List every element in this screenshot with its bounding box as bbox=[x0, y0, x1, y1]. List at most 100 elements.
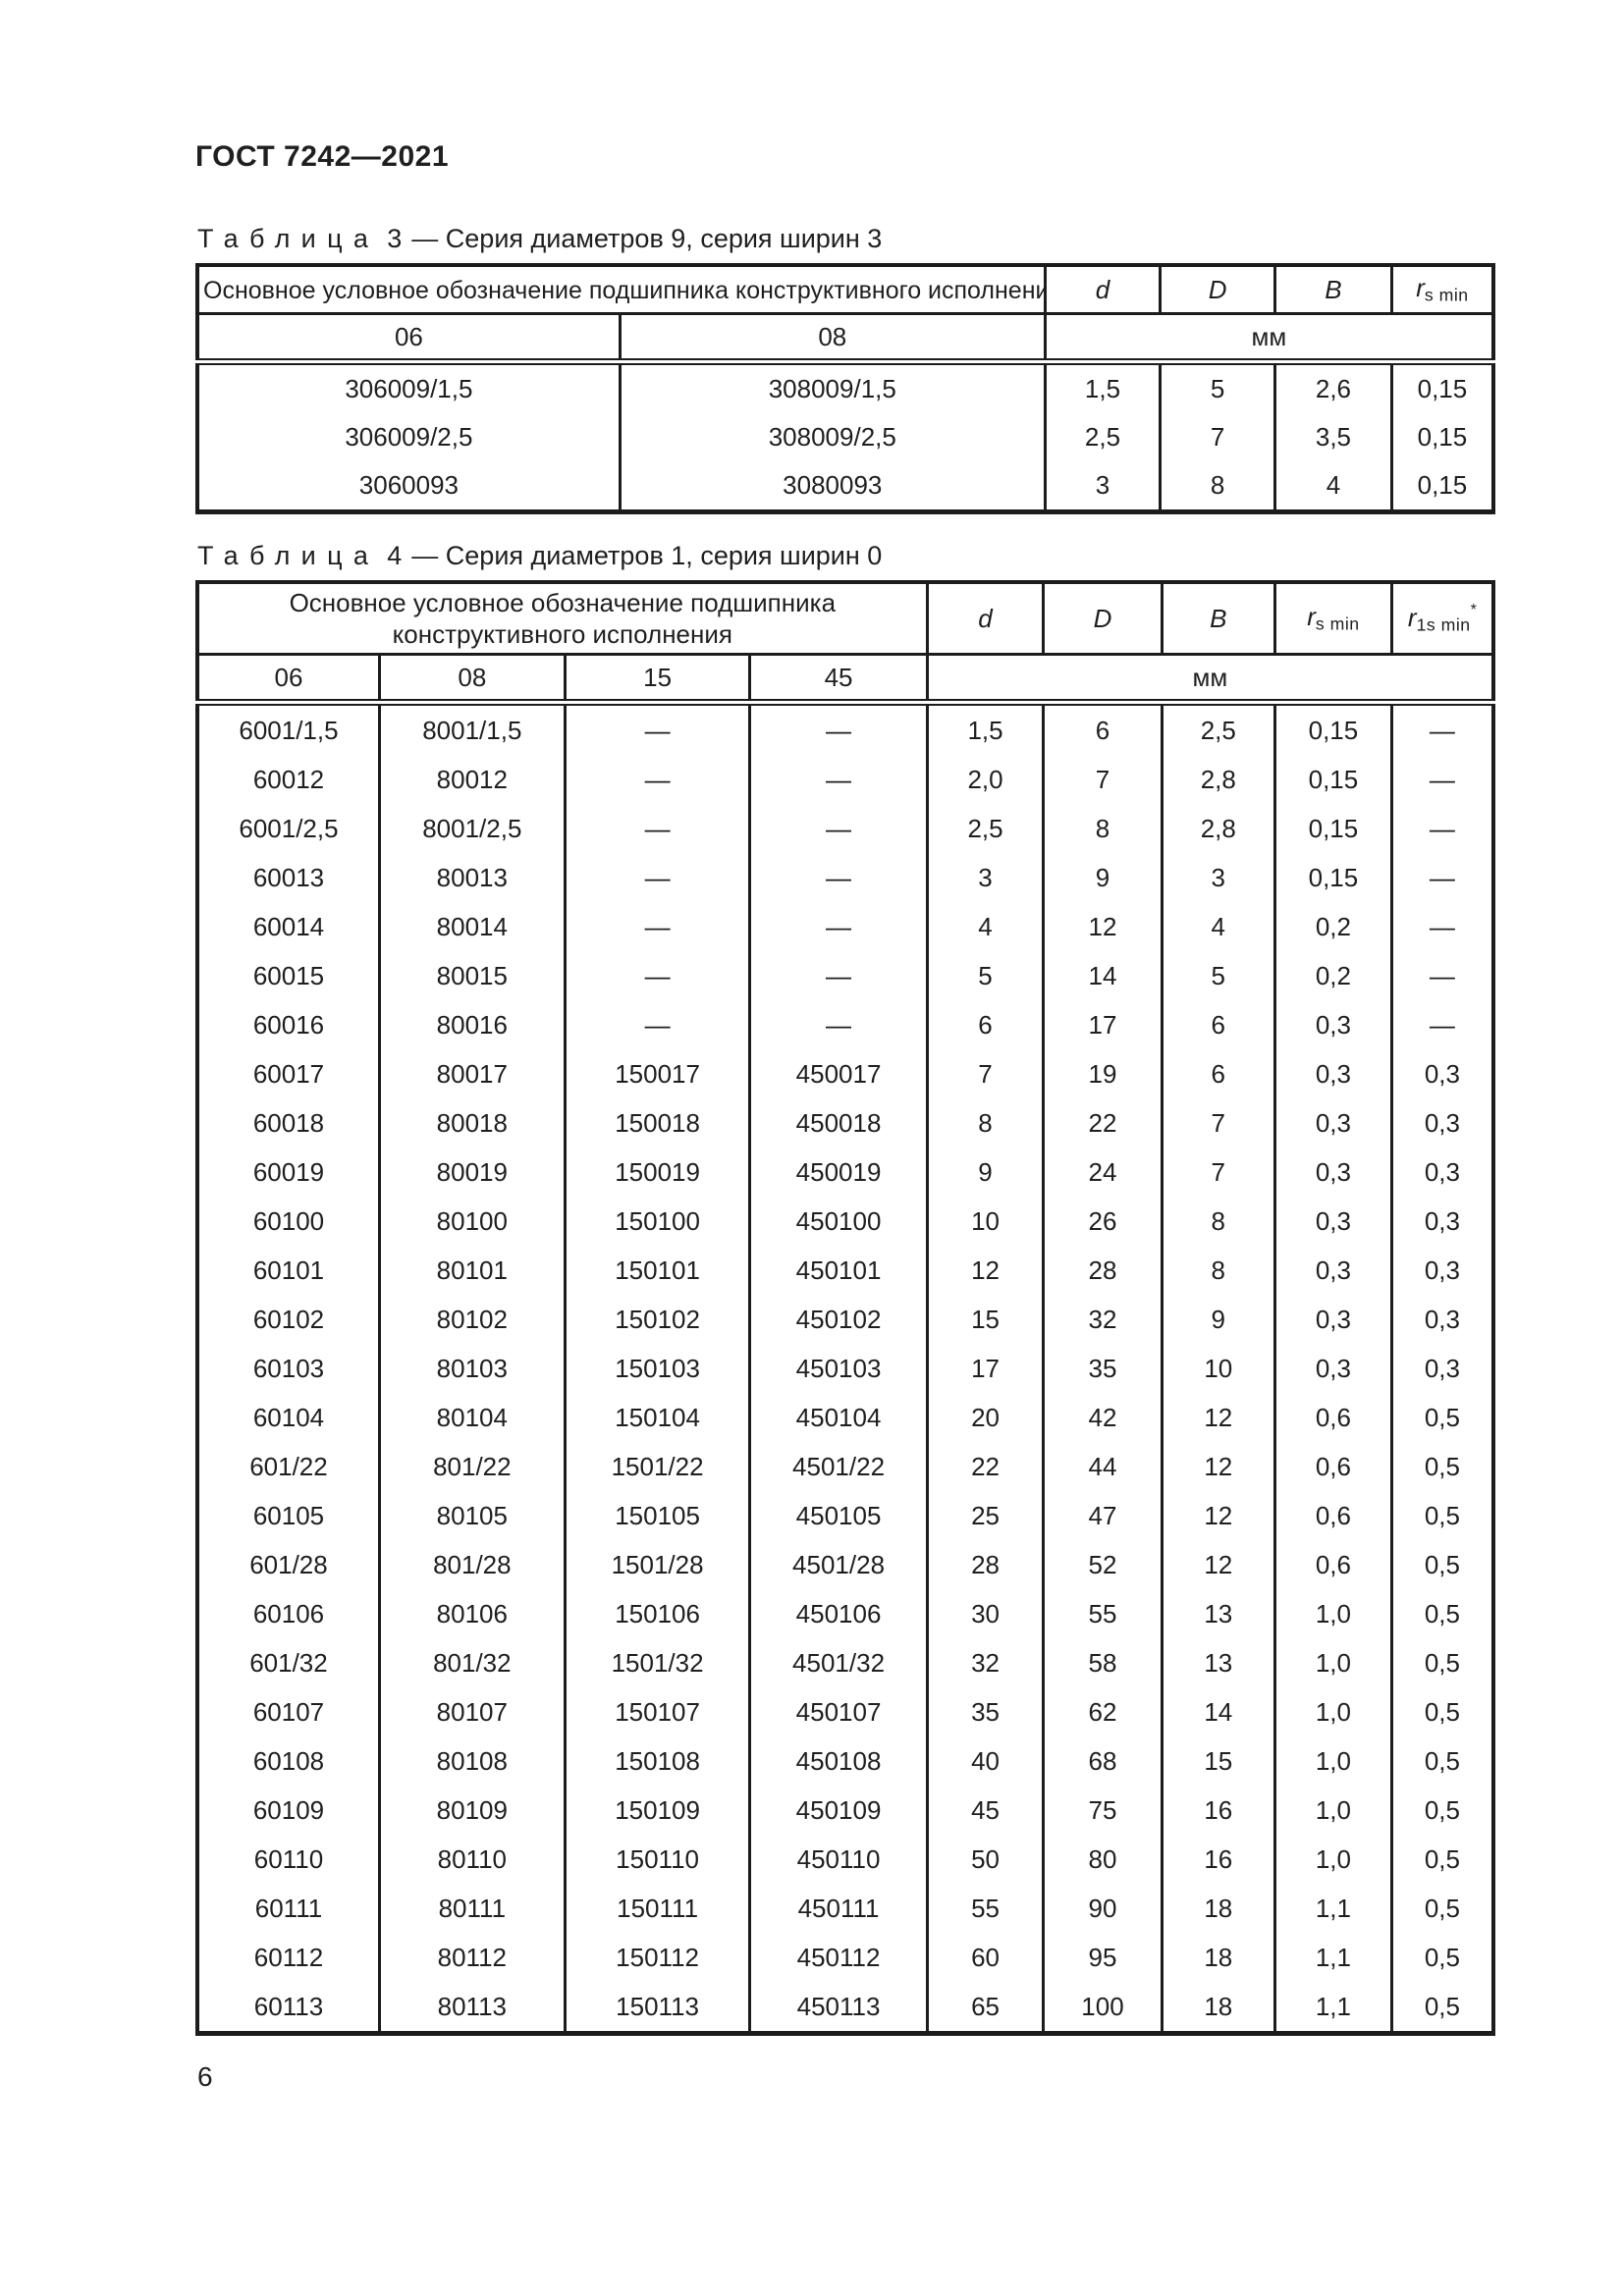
table-cell: 28 bbox=[1042, 1246, 1164, 1295]
table-cell: 60113 bbox=[195, 1982, 381, 2034]
table-cell: 450017 bbox=[748, 1049, 929, 1098]
table-row: 60018 80018 150018 450018 8 22 7 0,3 0,3 bbox=[195, 1098, 1495, 1148]
table-cell: 150018 bbox=[563, 1098, 752, 1148]
table-cell: — bbox=[563, 702, 752, 755]
table-row: 60013 80013— —3 9 3 0,15— bbox=[195, 853, 1495, 902]
table-cell: 60112 bbox=[195, 1933, 381, 1982]
table-cell: 90 bbox=[1042, 1884, 1164, 1933]
table-cell: 601/28 bbox=[195, 1540, 381, 1589]
table-cell: 450112 bbox=[748, 1933, 929, 1982]
table-cell: 60101 bbox=[195, 1246, 381, 1295]
table-cell: 55 bbox=[925, 1884, 1046, 1933]
table-cell: 80107 bbox=[377, 1687, 567, 1736]
table-cell: 0,3 bbox=[1273, 1098, 1393, 1148]
table4-head: Основное условное обозначение подшипника… bbox=[195, 582, 1495, 706]
table4-unit-mm: мм bbox=[925, 654, 1495, 706]
table-cell: 8 bbox=[1042, 804, 1164, 853]
table4-bearings-series1: Основное условное обозначение подшипника… bbox=[195, 580, 1495, 2036]
table-cell: 35 bbox=[925, 1687, 1046, 1736]
table-cell: 80017 bbox=[377, 1049, 567, 1098]
table4-series-45: 45 bbox=[748, 654, 929, 706]
table-cell: 45 bbox=[925, 1786, 1046, 1835]
table3-caption: Таблица 3 — Серия диаметров 9, серия ширин… bbox=[197, 224, 882, 254]
table-cell: 0,5 bbox=[1389, 1442, 1495, 1491]
table-cell: 0,3 bbox=[1273, 1049, 1393, 1098]
table-cell: 0,15 bbox=[1389, 361, 1495, 413]
table-cell: 18 bbox=[1160, 1982, 1277, 2034]
table-cell: 1,0 bbox=[1273, 1638, 1393, 1687]
table-row: 3060093 3080093 3 8 4 0,15 bbox=[195, 461, 1495, 512]
table-cell: 0,15 bbox=[1389, 413, 1495, 461]
table-cell: 0,3 bbox=[1389, 1246, 1495, 1295]
table-cell: 13 bbox=[1160, 1589, 1277, 1638]
table-cell: 60105 bbox=[195, 1491, 381, 1540]
table-cell: 450102 bbox=[748, 1295, 929, 1344]
table4-series-15: 15 bbox=[563, 654, 752, 706]
table-row: 60112 80112 150112 450112 60 95 18 1,1 0,5 bbox=[195, 1933, 1495, 1982]
standard-code-header: ГОСТ 7242—2021 bbox=[195, 140, 450, 173]
table-cell: — bbox=[748, 804, 929, 853]
table-cell: 3 bbox=[1043, 461, 1163, 512]
table-row: 60102 80102 150102 450102 15 32 9 0,3 0,3 bbox=[195, 1295, 1495, 1344]
table-cell: 1501/22 bbox=[563, 1442, 752, 1491]
table-cell: 601/32 bbox=[195, 1638, 381, 1687]
table-cell: 18 bbox=[1160, 1933, 1277, 1982]
table-row: 60110 80110 150110 450110 50 80 16 1,0 0,5 bbox=[195, 1835, 1495, 1884]
table-cell: 16 bbox=[1160, 1835, 1277, 1884]
table-row: 60103 80103 150103 450103 17 35 10 0,3 0,3 bbox=[195, 1344, 1495, 1393]
table3-series-08: 08 bbox=[618, 313, 1047, 365]
table-cell: 16 bbox=[1160, 1786, 1277, 1835]
table-cell: 0,15 bbox=[1273, 702, 1393, 755]
table-cell: — bbox=[563, 853, 752, 902]
table-cell: 308009/2,5 bbox=[618, 413, 1047, 461]
table-cell: 60018 bbox=[195, 1098, 381, 1148]
table3-caption-word: Таблица bbox=[197, 224, 380, 253]
table4-designation-header: Основное условное обозначение подшипника… bbox=[195, 582, 929, 656]
table-cell: 0,3 bbox=[1273, 1295, 1393, 1344]
table-cell: — bbox=[748, 1000, 929, 1049]
table-cell: 1,0 bbox=[1273, 1736, 1393, 1786]
table-cell: 1,0 bbox=[1273, 1687, 1393, 1736]
table-row: 60012 80012— —2,0 7 2,8 0,15— bbox=[195, 755, 1495, 804]
table-cell: 15 bbox=[925, 1295, 1046, 1344]
table-cell: 0,3 bbox=[1273, 1344, 1393, 1393]
table-row: 60101 80101 150101 450101 12 28 8 0,3 0,3 bbox=[195, 1246, 1495, 1295]
table-cell: 150108 bbox=[563, 1736, 752, 1786]
table-cell: 100 bbox=[1042, 1982, 1164, 2034]
table-cell: 7 bbox=[1159, 413, 1277, 461]
table-cell: 150101 bbox=[563, 1246, 752, 1295]
table-cell: 0,6 bbox=[1273, 1540, 1393, 1589]
table-cell: 14 bbox=[1042, 951, 1164, 1000]
table-cell: 80014 bbox=[377, 902, 567, 951]
table-cell: 80 bbox=[1042, 1835, 1164, 1884]
table-cell: 80110 bbox=[377, 1835, 567, 1884]
table-cell: — bbox=[563, 1000, 752, 1049]
table-cell: 47 bbox=[1042, 1491, 1164, 1540]
table-cell: 4501/32 bbox=[748, 1638, 929, 1687]
table-cell: 450106 bbox=[748, 1589, 929, 1638]
table-cell: 18 bbox=[1160, 1884, 1277, 1933]
table-cell: 44 bbox=[1042, 1442, 1164, 1491]
table-cell: — bbox=[748, 902, 929, 951]
table-cell: 3,5 bbox=[1273, 413, 1393, 461]
table-cell: 450107 bbox=[748, 1687, 929, 1736]
table-row: 6001/1,5 8001/1,5— —1,5 6 2,5 0,15— bbox=[195, 702, 1495, 755]
table-row: 60019 80019 150019 450019 9 24 7 0,3 0,3 bbox=[195, 1148, 1495, 1197]
table-cell: 80016 bbox=[377, 1000, 567, 1049]
table-cell: 0,3 bbox=[1273, 1197, 1393, 1246]
table-cell: 4 bbox=[925, 902, 1046, 951]
table-cell: — bbox=[1389, 853, 1495, 902]
table-cell: 0,6 bbox=[1273, 1442, 1393, 1491]
table-cell: 0,6 bbox=[1273, 1393, 1393, 1442]
table-cell: 7 bbox=[1160, 1148, 1277, 1197]
table4-col-r1smin: r1s min* bbox=[1389, 582, 1495, 656]
table-cell: 1,0 bbox=[1273, 1786, 1393, 1835]
table-row: 60111 80111 150111 450111 55 90 18 1,1 0,5 bbox=[195, 1884, 1495, 1933]
table-cell: 80103 bbox=[377, 1344, 567, 1393]
table3-caption-text: — Серия диаметров 9, серия ширин 3 bbox=[411, 224, 883, 253]
table-cell: 2,5 bbox=[925, 804, 1046, 853]
table-cell: 0,15 bbox=[1273, 853, 1393, 902]
table-cell: 0,5 bbox=[1389, 1933, 1495, 1982]
table-cell: 80101 bbox=[377, 1246, 567, 1295]
table4-caption-word: Таблица bbox=[197, 541, 380, 570]
